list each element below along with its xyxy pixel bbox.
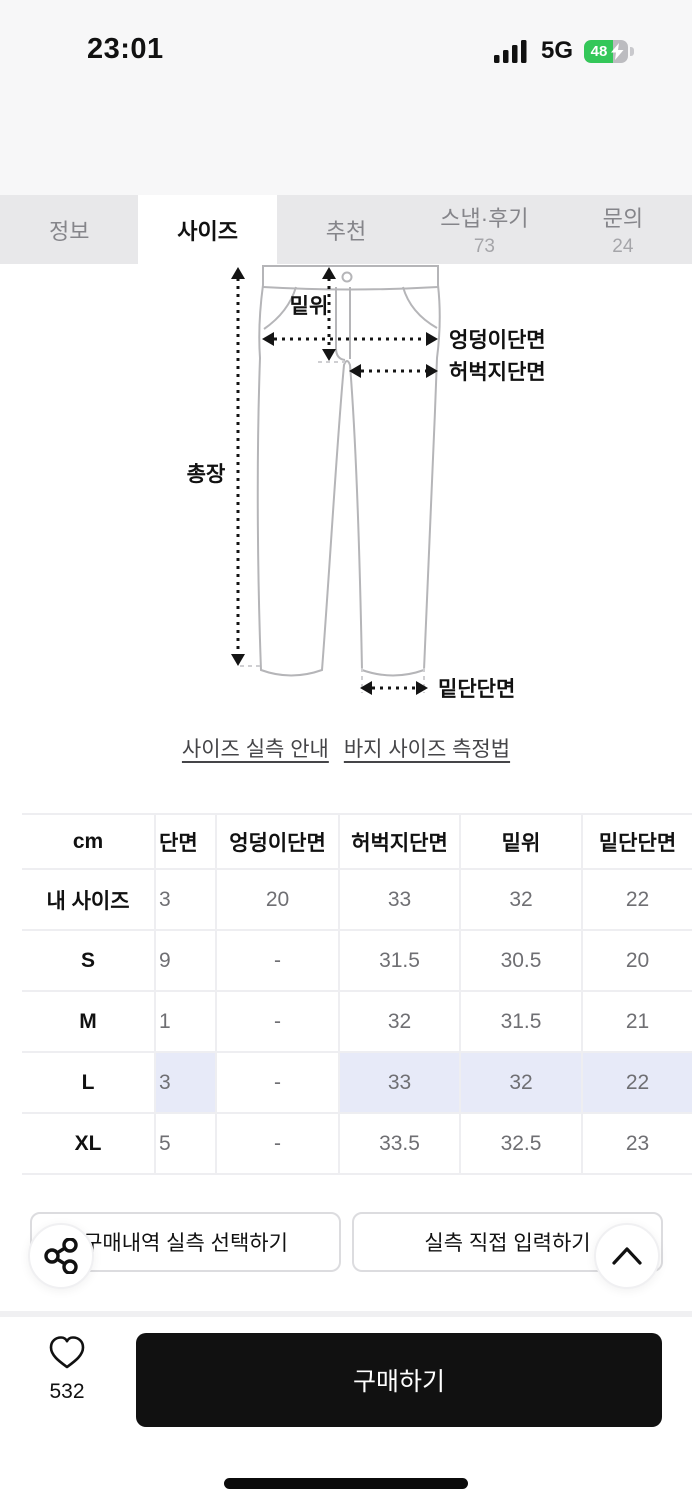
row-label: S [22,930,156,992]
row-label: 내 사이즈 [22,869,156,931]
table-cell: 31.5 [460,991,583,1053]
table-cell: 23 [582,1113,692,1175]
share-icon [44,1238,78,1274]
table-cell: - [216,1113,340,1175]
signal-icon [494,40,527,63]
charging-bolt-icon [611,43,624,60]
row-label: XL [22,1113,156,1175]
label-thigh-width: 허벅지단면 [449,361,546,384]
table-cell: 32.5 [460,1113,583,1175]
bottom-purchase-bar: 532 구매하기 [0,1317,692,1500]
tab-bar: 정보 사이즈 추천 스냅·후기 73 문의 24 [0,195,692,264]
network-type: 5G [541,37,574,64]
table-header-row: cm 단면 엉덩이단면 허벅지단면 밑위 밑단단면 [22,813,692,870]
label-rise: 밑위 [290,295,329,318]
battery-percent: 48 [590,43,608,60]
guide-links: 사이즈 실측 안내 바지 사이즈 측정법 [0,733,692,763]
status-bar: 23:01 5G 48 [0,0,692,85]
table-cell: 33 [339,1052,461,1114]
table-cell: 20 [582,930,692,992]
table-cell: 33 [339,869,461,931]
scroll-to-top-button[interactable] [594,1223,660,1289]
table-cell: 5 [155,1113,217,1175]
share-button[interactable] [28,1223,94,1289]
pants-measure-method-link[interactable]: 바지 사이즈 측정법 [343,738,511,761]
row-label: L [22,1052,156,1114]
tab-snap-reviews[interactable]: 스냅·후기 73 [440,206,529,257]
col-header: 허벅지단면 [339,813,461,870]
pants-outline [256,265,441,677]
buy-button[interactable]: 구매하기 [136,1333,662,1427]
battery-nub [630,47,634,56]
label-hip-width: 엉덩이단면 [449,329,546,352]
table-cell: - [216,930,340,992]
table-cell: 32 [460,1052,583,1114]
heart-icon [49,1336,85,1369]
table-cell: - [216,991,340,1053]
table-cell: 20 [216,869,340,931]
table-cell: 9 [155,930,217,992]
table-row-xl: XL 5 - 33.5 32.5 23 [22,1113,692,1175]
table-cell: 30.5 [460,930,583,992]
table-cell: 32 [339,991,461,1053]
like-count: 532 [49,1380,85,1403]
table-row-m: M 1 - 32 31.5 21 [22,991,692,1053]
table-row-s: S 9 - 31.5 30.5 20 [22,930,692,992]
size-table: cm 단면 엉덩이단면 허벅지단면 밑위 밑단단면 내 사이즈 3 20 33 … [22,813,692,1175]
table-cell: 3 [155,1052,217,1114]
col-header: 밑단단면 [582,813,692,870]
table-cell: 33.5 [339,1113,461,1175]
like-button[interactable]: 532 [37,1335,97,1404]
col-header: 밑위 [460,813,583,870]
tab-size[interactable]: 사이즈 [138,195,277,264]
table-cell: 1 [155,991,217,1053]
home-indicator[interactable] [224,1478,468,1489]
table-cell: - [216,1052,340,1114]
bottom-divider [0,1311,692,1317]
col-header: 단면 [155,813,217,870]
table-cell: 21 [582,991,692,1053]
table-cell: 32 [460,869,583,931]
unit-header: cm [22,813,156,870]
tab-count: 73 [473,236,495,257]
tab-count: 24 [612,236,634,257]
clock: 23:01 [87,33,164,65]
label-total-length: 총장 [187,463,226,486]
pants-measurement-diagram: 총장 밑위 엉덩이단면 허벅지단면 밑단단면 [0,264,692,712]
tab-info[interactable]: 정보 [48,218,90,244]
table-row-my-size: 내 사이즈 3 20 33 32 22 [22,869,692,931]
row-label: M [22,991,156,1053]
battery-charging-icon: 48 [584,40,628,63]
tab-inquiry[interactable]: 문의 24 [602,206,644,257]
table-cell: 31.5 [339,930,461,992]
nav-bar: 3 [0,85,692,257]
size-measure-guide-link[interactable]: 사이즈 실측 안내 [181,738,329,761]
table-cell: 22 [582,1052,692,1114]
table-cell: 22 [582,869,692,931]
chevron-up-icon [612,1247,642,1265]
tab-recommend[interactable]: 추천 [325,218,367,244]
col-header: 엉덩이단면 [216,813,340,870]
label-hem-width: 밑단단면 [438,678,515,701]
table-row-l-highlighted: L 3 - 33 32 22 [22,1052,692,1114]
table-cell: 3 [155,869,217,931]
